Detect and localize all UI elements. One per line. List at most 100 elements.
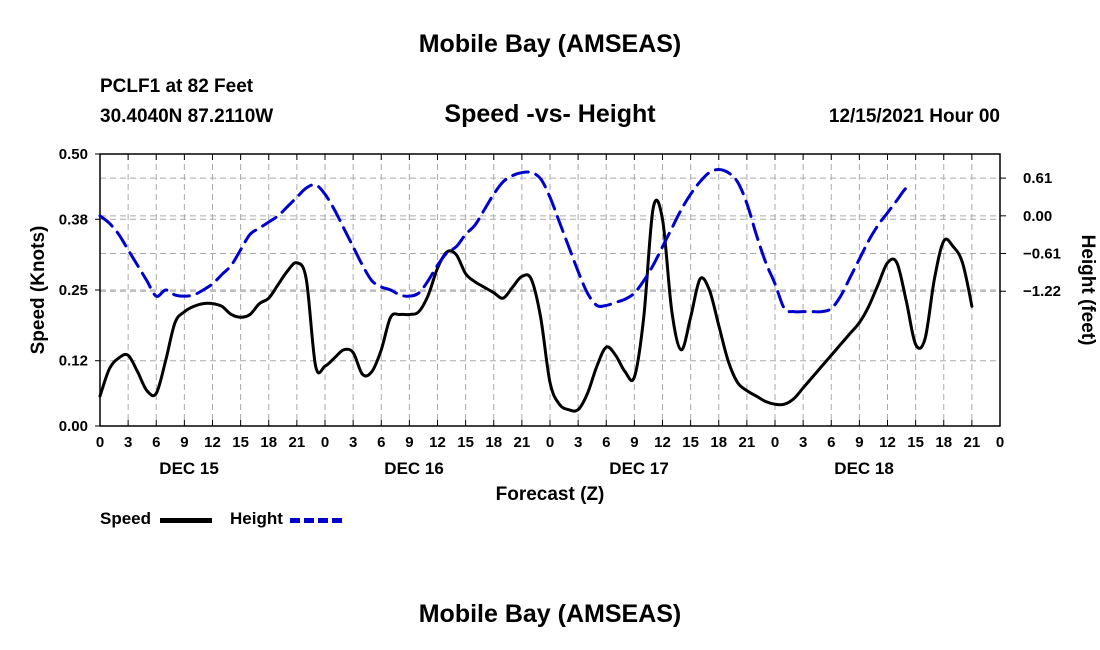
data-point-height — [511, 174, 513, 176]
data-point-height — [971, 0, 973, 1]
data-point-speed — [671, 311, 673, 313]
data-point-height — [249, 233, 251, 235]
data-point-height — [943, 0, 945, 1]
data-point-height — [886, 212, 888, 214]
x-tick-label: 6 — [152, 434, 160, 451]
data-point-speed — [830, 354, 832, 356]
data-point-height — [418, 292, 420, 294]
x-tick-label: 18 — [710, 434, 727, 451]
data-point-height — [680, 208, 682, 210]
y-tick-label-left: 0.38 — [59, 211, 88, 228]
data-point-height — [455, 246, 457, 248]
x-tick-label: 12 — [429, 434, 446, 451]
data-point-height — [755, 233, 757, 235]
data-point-speed — [689, 316, 691, 318]
data-point-speed — [146, 389, 148, 391]
x-tick-label: 9 — [630, 434, 638, 451]
data-point-height — [933, 0, 935, 1]
data-point-speed — [774, 403, 776, 405]
data-point-height — [802, 310, 804, 312]
data-point-height — [689, 193, 691, 195]
data-point-speed — [221, 305, 223, 307]
data-point-speed — [389, 316, 391, 318]
data-point-height — [811, 310, 813, 312]
data-point-speed — [577, 408, 579, 410]
x-tick-label: 12 — [879, 434, 896, 451]
data-point-height — [530, 171, 532, 173]
data-point-height — [296, 196, 298, 198]
data-point-speed — [755, 395, 757, 397]
data-point-speed — [502, 297, 504, 299]
data-point-speed — [108, 368, 110, 370]
data-point-speed — [961, 262, 963, 264]
data-point-height — [858, 258, 860, 260]
data-point-speed — [839, 343, 841, 345]
data-point-speed — [652, 207, 654, 209]
y-tick-label-right: −0.61 — [1023, 246, 1061, 263]
x-tick-label: 15 — [682, 434, 699, 451]
data-point-speed — [868, 305, 870, 307]
data-point-height — [746, 202, 748, 204]
data-point-height — [549, 196, 551, 198]
data-point-speed — [521, 275, 523, 277]
data-point-speed — [680, 349, 682, 351]
data-point-speed — [239, 316, 241, 318]
data-point-speed — [605, 346, 607, 348]
legend-height-swatch — [290, 518, 342, 523]
axis-ticks: 0 3 6 9 12 15 18 21 0 3 6 9 12 15 18 21 0 3 6 9 12 15 18 21 0 3 6 9… — [59, 146, 1061, 478]
series-group — [98, 0, 974, 413]
data-point-height — [146, 280, 148, 282]
data-point-height — [521, 171, 523, 173]
legend-speed-label: Speed — [100, 509, 152, 528]
data-point-speed — [896, 262, 898, 264]
data-point-speed — [249, 313, 251, 315]
data-point-height — [408, 295, 410, 297]
grid-lines — [100, 154, 1000, 426]
data-point-height — [286, 205, 288, 207]
data-point-height — [764, 261, 766, 263]
x-day-label: DEC 17 — [609, 459, 669, 478]
x-tick-label: 0 — [321, 434, 329, 451]
data-point-speed — [905, 300, 907, 302]
data-point-speed — [380, 349, 382, 351]
data-point-speed — [783, 403, 785, 405]
data-point-speed — [99, 395, 101, 397]
x-tick-label: 18 — [260, 434, 277, 451]
data-point-speed — [371, 370, 373, 372]
data-point-height — [155, 295, 157, 297]
data-point-speed — [314, 365, 316, 367]
data-point-height — [577, 270, 579, 272]
data-point-speed — [793, 398, 795, 400]
data-point-height — [605, 304, 607, 306]
y-tick-label-right: 0.00 — [1023, 208, 1052, 225]
data-point-speed — [643, 316, 645, 318]
data-point-height — [568, 246, 570, 248]
coords-label: 30.4040N 87.2110W — [100, 106, 274, 127]
data-point-height — [305, 187, 307, 189]
data-point-height — [277, 215, 279, 217]
data-point-height — [558, 221, 560, 223]
data-point-speed — [118, 357, 120, 359]
y-tick-label-left: 0.50 — [59, 146, 88, 163]
x-tick-label: 0 — [996, 434, 1004, 451]
data-point-height — [474, 224, 476, 226]
data-point-speed — [268, 297, 270, 299]
data-point-speed — [699, 278, 701, 280]
data-point-height — [914, 184, 916, 186]
data-point-height — [905, 187, 907, 189]
data-point-speed — [230, 313, 232, 315]
x-tick-label: 15 — [232, 434, 249, 451]
data-point-speed — [914, 343, 916, 345]
data-point-height — [839, 295, 841, 297]
data-point-height — [624, 298, 626, 300]
data-point-speed — [286, 270, 288, 272]
data-point-speed — [943, 240, 945, 242]
data-point-speed — [746, 389, 748, 391]
data-point-height — [586, 292, 588, 294]
legend-speed-swatch — [160, 518, 212, 523]
data-point-speed — [530, 278, 532, 280]
data-point-speed — [483, 286, 485, 288]
data-point-speed — [408, 313, 410, 315]
data-point-speed — [849, 332, 851, 334]
data-point-speed — [333, 357, 335, 359]
